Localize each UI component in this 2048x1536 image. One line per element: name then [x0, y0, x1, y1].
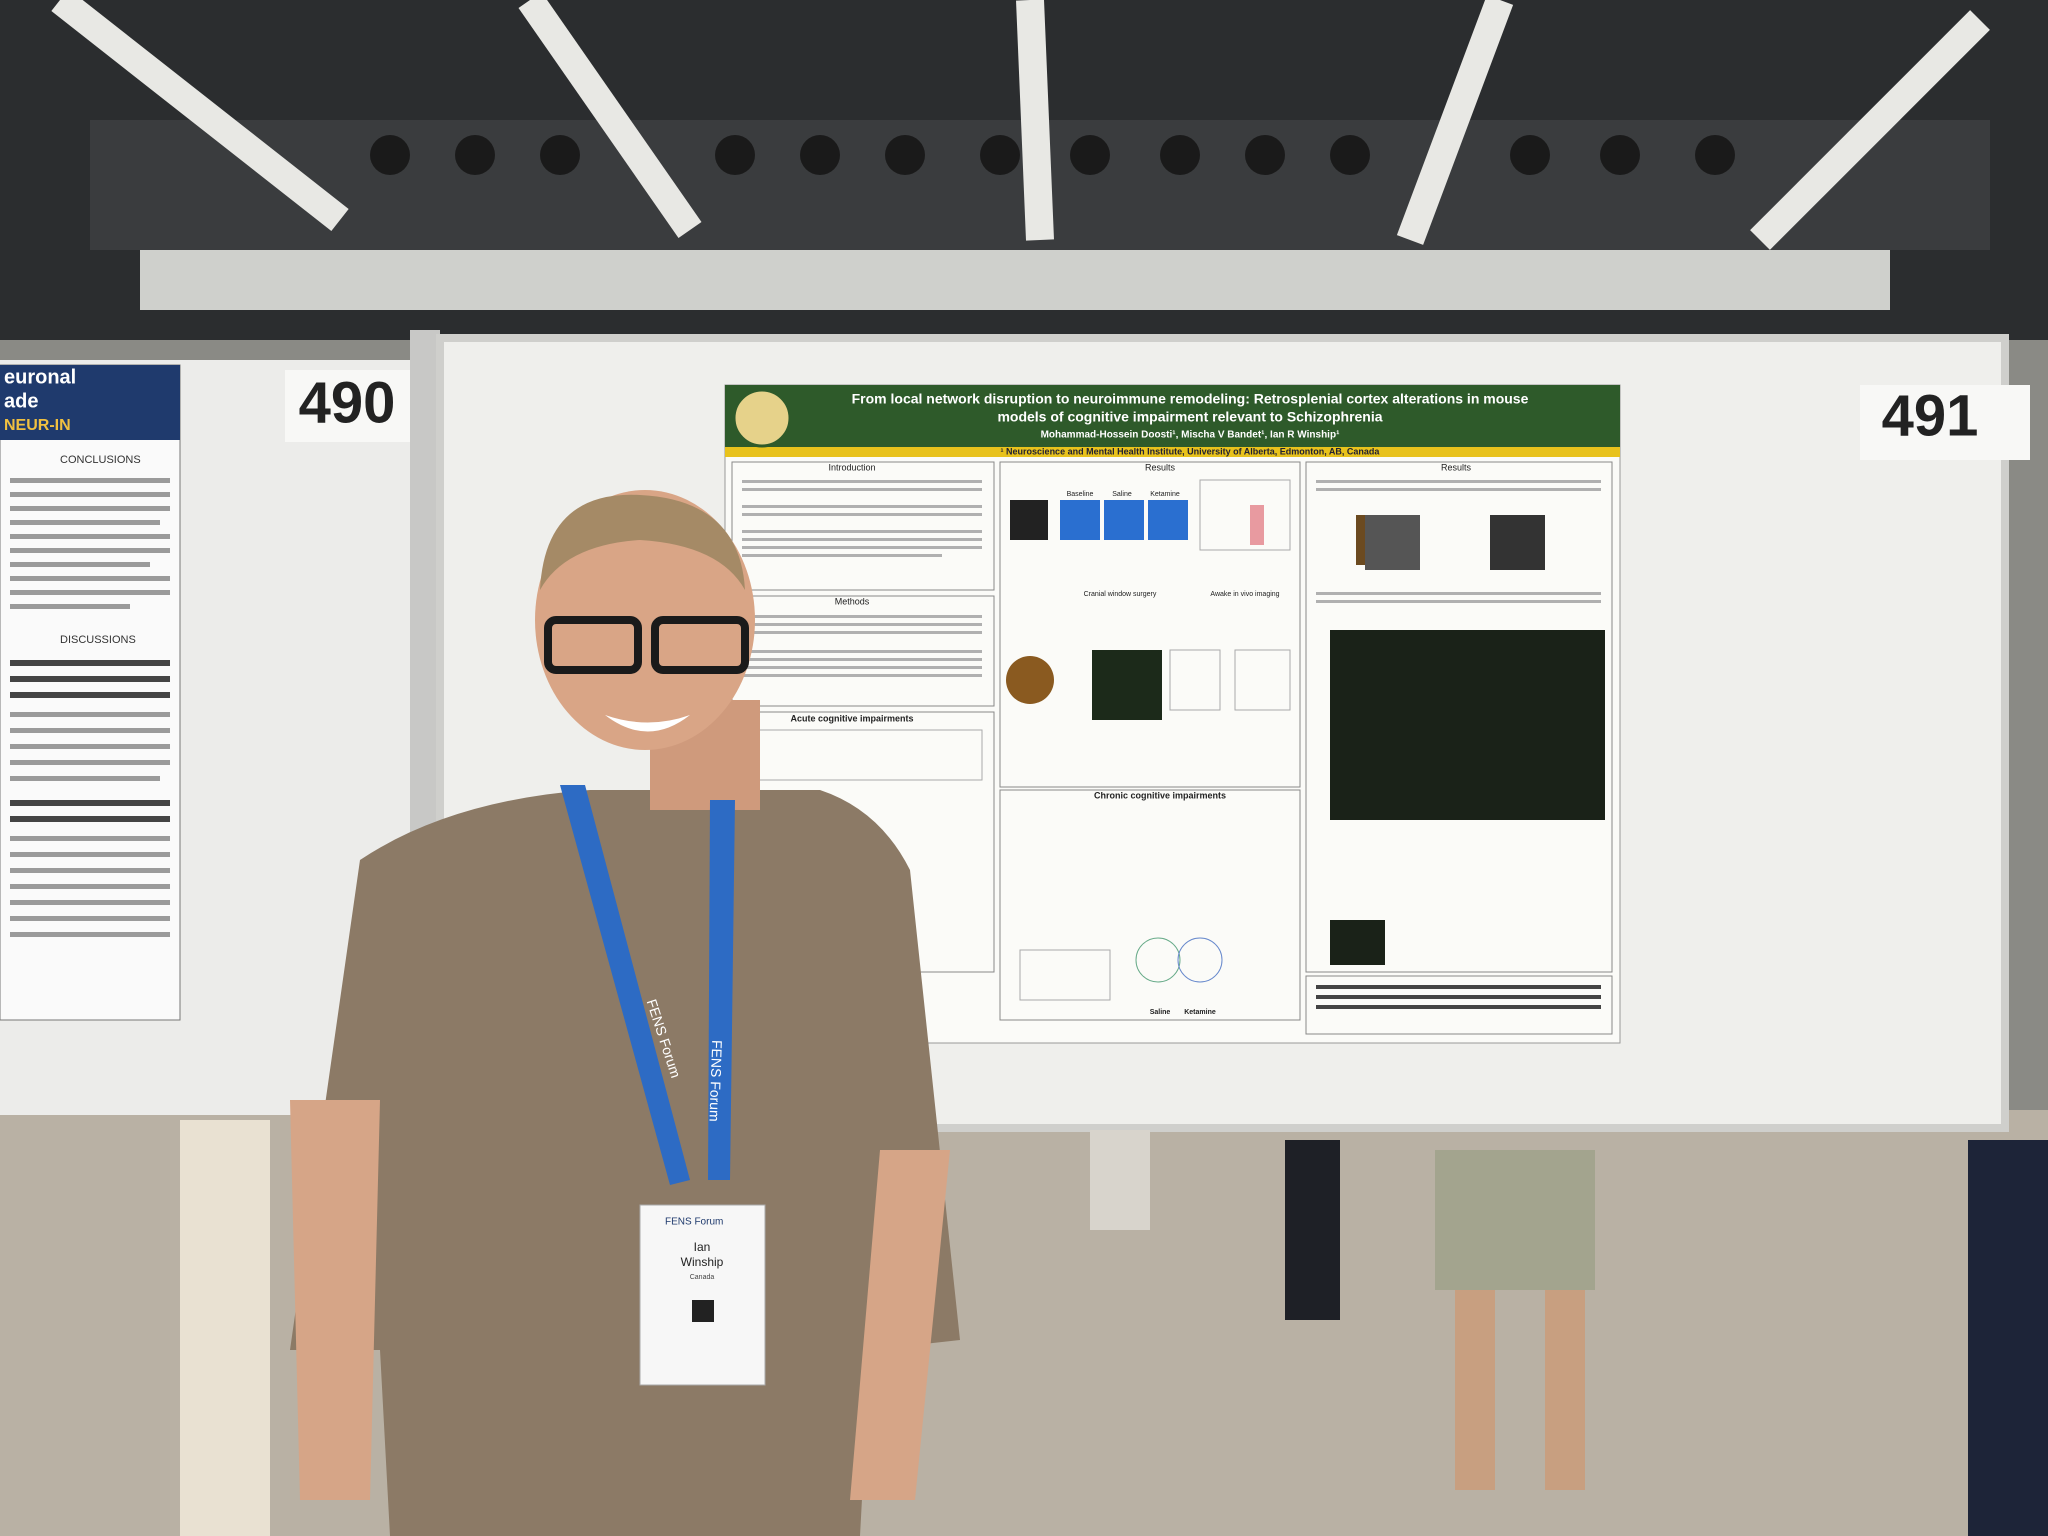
left-poster-header [0, 365, 180, 440]
badge-first-name: Ian [694, 1240, 711, 1254]
poster-title: From local network disruption to neuroim… [852, 391, 1529, 407]
poster-title: models of cognitive impairment relevant … [997, 409, 1382, 425]
person [290, 490, 960, 1536]
badge: FENS Forum Ian Winship Canada [639, 1204, 766, 1386]
left-heading: ade [4, 390, 38, 412]
figure-label: Saline [1150, 1009, 1171, 1016]
figure-label: Baseline [1067, 491, 1094, 498]
ceiling-grille [140, 250, 1890, 310]
left-heading: euronal [4, 366, 76, 388]
section-heading: Introduction [828, 462, 875, 472]
poster-affiliation: ¹ Neuroscience and Mental Health Institu… [1001, 446, 1381, 456]
left-section: CONCLUSIONS [60, 454, 141, 466]
board-number: 490 [299, 370, 396, 435]
ceiling-holes [370, 135, 1735, 175]
badge-qr [692, 1300, 714, 1322]
lanyard-text: FENS Forum [706, 1040, 725, 1122]
board-number: 491 [1882, 383, 1979, 448]
section-heading: Results [1145, 462, 1176, 472]
section-heading: Methods [835, 596, 870, 606]
left-poster-text [10, 478, 170, 937]
figure-label: Awake in vivo imaging [1210, 591, 1279, 598]
poster-authors: Mohammad-Hossein Doosti¹, Mischa V Bande… [1041, 430, 1340, 441]
badge-last-name: Winship [681, 1255, 724, 1269]
board-number-plate [285, 370, 410, 442]
background-people [180, 1120, 2048, 1536]
poster-figures [741, 479, 1605, 1001]
section-heading: Chronic cognitive impairments [1094, 790, 1226, 800]
figure-label: Saline [1112, 491, 1132, 498]
ceiling-beams [51, 0, 1990, 250]
left-section: DISCUSSIONS [60, 634, 136, 646]
figure-label: Cranial window surgery [1084, 591, 1157, 598]
university-logo [732, 388, 792, 448]
poster-body-text [742, 480, 1601, 1009]
section-heading: Acute cognitive impairments [790, 713, 913, 723]
board-number-plate [1860, 385, 2030, 460]
badge-country: Canada [690, 1274, 715, 1281]
poster-panels [731, 461, 1613, 1035]
left-heading: NEUR-IN [4, 417, 71, 434]
poster-header [725, 385, 1620, 447]
poster-stripe [725, 447, 1620, 457]
figure-label: Ketamine [1184, 1009, 1216, 1016]
section-heading: Results [1441, 462, 1472, 472]
badge-event: FENS Forum [665, 1217, 723, 1228]
figure-label: Ketamine [1150, 491, 1180, 498]
